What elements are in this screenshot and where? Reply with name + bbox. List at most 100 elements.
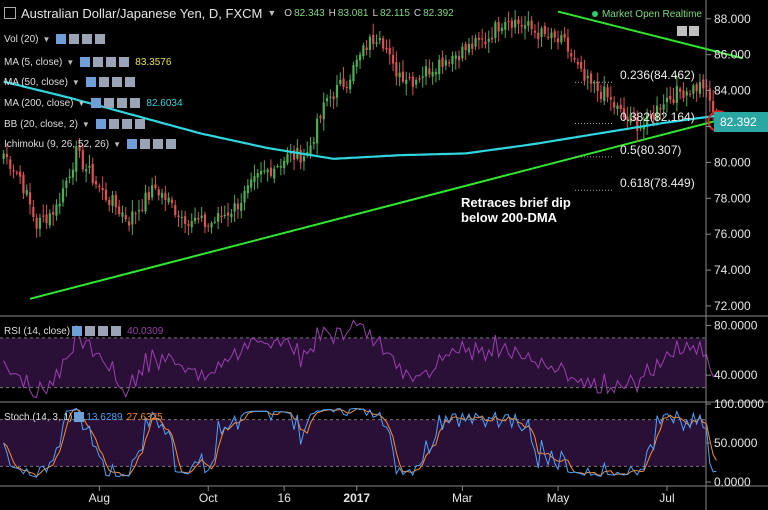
candle-body	[428, 68, 431, 75]
candle-body	[71, 169, 75, 178]
close-icon[interactable]	[124, 77, 135, 87]
candle-body	[537, 32, 540, 40]
plus-icon[interactable]	[117, 98, 128, 108]
collapse-icon[interactable]	[4, 7, 16, 19]
settings-icon[interactable]	[85, 326, 96, 336]
indicator-label[interactable]: BB (20, close, 2)	[4, 118, 78, 130]
candle-body	[279, 166, 282, 168]
stoch-label[interactable]: Stoch (14, 3, 1)	[4, 411, 73, 423]
ohlc-low: L 82.115	[372, 7, 410, 19]
candle-body	[32, 206, 35, 217]
indicator-label[interactable]: Ichimoku (9, 26, 52, 26)	[4, 138, 110, 150]
candle-body	[259, 170, 263, 175]
chevron-down-icon[interactable]: ▼	[66, 57, 75, 67]
y-tick-label: 84.000	[714, 84, 751, 98]
settings-icon[interactable]	[108, 119, 119, 129]
plus-icon[interactable]	[82, 34, 93, 44]
annotation-text: Retraces brief dip below 200-DMA	[461, 195, 571, 225]
rsi-label[interactable]: RSI (14, close)	[4, 325, 71, 337]
candle-body	[415, 79, 418, 85]
settings-icon[interactable]	[98, 77, 109, 87]
eye-icon[interactable]	[72, 326, 83, 336]
ohlc-open: O 82.343	[284, 7, 325, 19]
plus-icon[interactable]	[111, 77, 122, 87]
candle-body	[230, 213, 233, 218]
chevron-down-icon[interactable]: ▼	[77, 98, 86, 108]
candle-body	[606, 87, 609, 98]
close-icon[interactable]	[130, 98, 141, 108]
stoch-legend: Stoch (14, 3, 1) 13.6289 27.6325	[4, 410, 163, 424]
candle-body	[395, 62, 398, 77]
settings-icon[interactable]	[93, 57, 104, 67]
candle-body	[573, 57, 576, 60]
settings-icon[interactable]	[139, 139, 150, 149]
candle-body	[556, 38, 560, 43]
close-icon[interactable]	[134, 119, 145, 129]
candle-body	[695, 84, 698, 92]
eye-icon[interactable]	[126, 139, 137, 149]
candle-body	[649, 114, 652, 116]
plus-icon[interactable]	[106, 57, 117, 67]
candle-body	[253, 176, 256, 183]
candle-body	[477, 37, 480, 40]
candle-body	[626, 116, 629, 120]
candle-body	[523, 25, 527, 29]
close-icon[interactable]	[111, 326, 122, 336]
candle-body	[9, 159, 12, 169]
close-icon[interactable]	[119, 57, 130, 67]
candle-body	[332, 96, 335, 100]
candle-body	[200, 215, 203, 218]
stoch-tick-label: 0.0000	[714, 475, 751, 489]
settings-icon[interactable]	[104, 98, 115, 108]
rsi-value: 40.0309	[127, 325, 164, 337]
y-tick-label: 80.000	[714, 155, 751, 169]
candle-body	[2, 153, 5, 159]
candle-body	[250, 179, 253, 188]
candle-body	[497, 22, 500, 32]
indicator-legend-row: BB (20, close, 2) ▼	[4, 117, 151, 131]
chevron-down-icon[interactable]: ▼	[42, 34, 51, 44]
eye-icon[interactable]	[91, 98, 102, 108]
candle-body	[688, 93, 692, 95]
pane-up-icon[interactable]	[677, 26, 687, 36]
candle-body	[712, 101, 715, 113]
symbol-title[interactable]: Australian Dollar/Japanese Yen, D, FXCM	[21, 5, 263, 21]
indicator-label[interactable]: MA (200, close)	[4, 97, 74, 109]
pane-down-icon[interactable]	[689, 26, 699, 36]
stoch-tick-label: 100.0000	[714, 397, 764, 411]
chevron-down-icon[interactable]: ▼	[113, 139, 121, 149]
indicator-label[interactable]: MA (50, close)	[4, 76, 68, 88]
chevron-down-icon[interactable]: ▼	[81, 119, 90, 129]
eye-icon[interactable]	[56, 34, 67, 44]
market-status: Market Open Realtime	[591, 9, 702, 20]
eye-icon[interactable]	[74, 412, 85, 422]
candle-body	[213, 221, 216, 223]
annotation-line-2: below 200-DMA	[461, 210, 558, 225]
candle-body	[424, 66, 428, 77]
plus-icon[interactable]	[98, 326, 109, 336]
candle-body	[217, 213, 220, 222]
eye-icon[interactable]	[95, 119, 106, 129]
indicator-label[interactable]: Vol (20)	[4, 33, 39, 45]
candle-body	[58, 203, 61, 207]
candle-body	[514, 19, 517, 28]
eye-icon[interactable]	[85, 77, 96, 87]
candle-body	[335, 84, 339, 98]
candle-body	[78, 145, 81, 151]
chevron-down-icon[interactable]: ▼	[71, 77, 80, 87]
plus-icon[interactable]	[152, 139, 163, 149]
candle-body	[533, 30, 537, 33]
settings-icon[interactable]	[69, 34, 80, 44]
close-icon[interactable]	[95, 34, 106, 44]
candle-body	[177, 215, 180, 218]
indicator-label[interactable]: MA (5, close)	[4, 56, 63, 68]
candle-body	[233, 203, 236, 212]
plus-icon[interactable]	[121, 119, 132, 129]
eye-icon[interactable]	[80, 57, 91, 67]
candle-body	[441, 57, 444, 67]
candle-body	[560, 35, 563, 43]
candle-body	[157, 189, 160, 196]
chevron-down-icon[interactable]: ▼	[267, 8, 277, 18]
candle-body	[240, 202, 243, 211]
close-icon[interactable]	[165, 139, 176, 149]
